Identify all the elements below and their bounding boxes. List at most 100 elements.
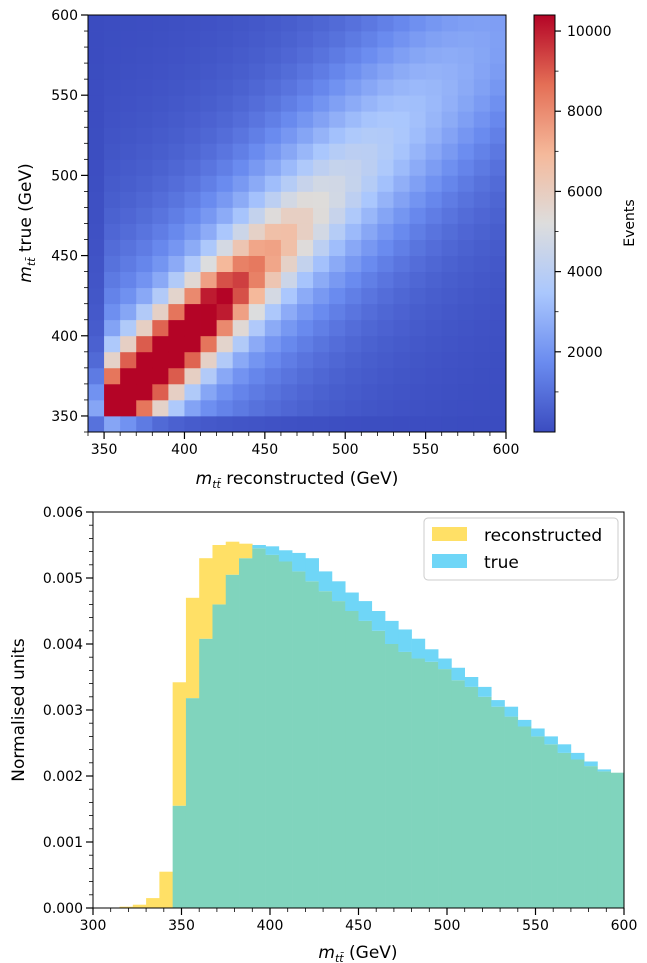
heatmap-cell (393, 367, 410, 385)
histogram-bar-true (491, 700, 505, 707)
heatmap-cell (393, 415, 410, 433)
heatmap-cell (88, 319, 105, 337)
histogram-bars (119, 541, 625, 908)
heatmap-cell (264, 239, 282, 256)
heatmap-cell (425, 335, 443, 353)
histogram-bar-reconstructed (199, 558, 213, 639)
heatmap-cell (329, 31, 346, 48)
heatmap-cell (489, 319, 507, 337)
heatmap-cell (313, 287, 330, 305)
heatmap-cell (88, 159, 105, 176)
heatmap-panel: 350 400 450 500 550 600 350 400 450 500 550 600 mt… (16, 8, 638, 491)
heatmap-cell (216, 271, 234, 289)
heatmap-cell (104, 255, 121, 273)
heatmap-cell (184, 111, 201, 128)
heatmap-cell (409, 335, 427, 353)
heatmap-cell (393, 351, 410, 369)
heatmap-cell (329, 239, 346, 256)
heatmap-cell (409, 271, 427, 289)
heatmap-cell (313, 175, 330, 192)
heatmap-cell (425, 351, 443, 369)
heatmap-cell (345, 127, 362, 144)
y-tick-label: 400 (51, 329, 78, 345)
heatmap-cell (280, 303, 298, 321)
heatmap-cell (216, 239, 234, 256)
heatmap-cell (441, 127, 459, 144)
heatmap-cell (216, 63, 234, 80)
heatmap-cell (393, 47, 410, 64)
y-tick-label: 0.006 (43, 505, 83, 521)
histogram-bar-true (265, 546, 280, 555)
histogram-bar-overlap (424, 661, 439, 908)
x-tick-label: 300 (80, 918, 107, 934)
histogram-bar-true (371, 611, 386, 631)
heatmap-cell (409, 175, 427, 192)
heatmap-cell (393, 335, 410, 353)
heatmap-cell (473, 47, 491, 64)
heatmap-cell (409, 143, 427, 160)
heatmap-cell (377, 335, 394, 353)
heatmap-cell (200, 239, 218, 256)
histogram-bar-overlap (305, 581, 319, 908)
heatmap-cell (329, 415, 346, 433)
heatmap-cell (409, 255, 427, 273)
heatmap-cell (216, 47, 234, 64)
heatmap-cell (297, 303, 314, 321)
heatmap-cell (280, 319, 298, 337)
heatmap-cell (104, 271, 121, 289)
heatmap-cell (104, 31, 121, 48)
heatmap-cell (168, 143, 185, 160)
heatmap-cell (200, 319, 218, 337)
heatmap-cell (264, 95, 282, 112)
heatmap-cell (329, 175, 346, 192)
heatmap-cell (489, 303, 507, 321)
heatmap-cell (152, 63, 169, 80)
heatmap-cell (409, 287, 427, 305)
heatmap-cell (280, 47, 298, 64)
heatmap-cell (345, 271, 362, 289)
heatmap-cell (393, 287, 410, 305)
histogram-bar-true (544, 736, 558, 745)
heatmap-cell (120, 191, 137, 208)
histogram-bar-true (331, 581, 346, 602)
heatmap-cell (120, 383, 137, 401)
heatmap-cell (264, 63, 282, 80)
histogram-bar-overlap (212, 604, 227, 908)
heatmap-cell (409, 303, 427, 321)
heatmap-cell (152, 223, 169, 240)
histogram-bar-overlap (557, 752, 572, 908)
heatmap-cell (489, 127, 507, 144)
heatmap-cell (489, 239, 507, 256)
heatmap-cell (313, 191, 330, 208)
heatmap-cell (168, 15, 185, 32)
heatmap-cell (232, 111, 250, 128)
heatmap-cell (313, 335, 330, 353)
heatmap-cell (152, 255, 169, 273)
heatmap-cell (441, 383, 459, 401)
heatmap-cell (280, 207, 298, 224)
y-tick-label: 450 (51, 249, 78, 265)
heatmap-cell (88, 399, 105, 417)
histogram-bar-overlap (385, 644, 399, 908)
heatmap-cell (457, 239, 475, 256)
heatmap-cell (152, 351, 169, 369)
heatmap-cell (489, 367, 507, 385)
heatmap-cell (457, 111, 475, 128)
heatmap-cell (168, 351, 185, 369)
heatmap-cell (361, 255, 378, 273)
heatmap-cell (377, 159, 394, 176)
heatmap-cell (184, 367, 201, 385)
heatmap-cell (473, 319, 491, 337)
heatmap-cell (232, 127, 250, 144)
heatmap-cell (280, 159, 298, 176)
heatmap-cell (264, 191, 282, 208)
heatmap-cell (297, 367, 314, 385)
histogram-bar-reconstructed (225, 541, 240, 575)
y-tick-label: 350 (51, 409, 78, 425)
heatmap-cell (120, 255, 137, 273)
histogram-bar-overlap (398, 651, 412, 908)
heatmap-cell (136, 111, 153, 128)
colorbar-tick-label: 2000 (567, 345, 603, 361)
heatmap-cell (441, 223, 459, 240)
heatmap-cell (200, 303, 218, 321)
